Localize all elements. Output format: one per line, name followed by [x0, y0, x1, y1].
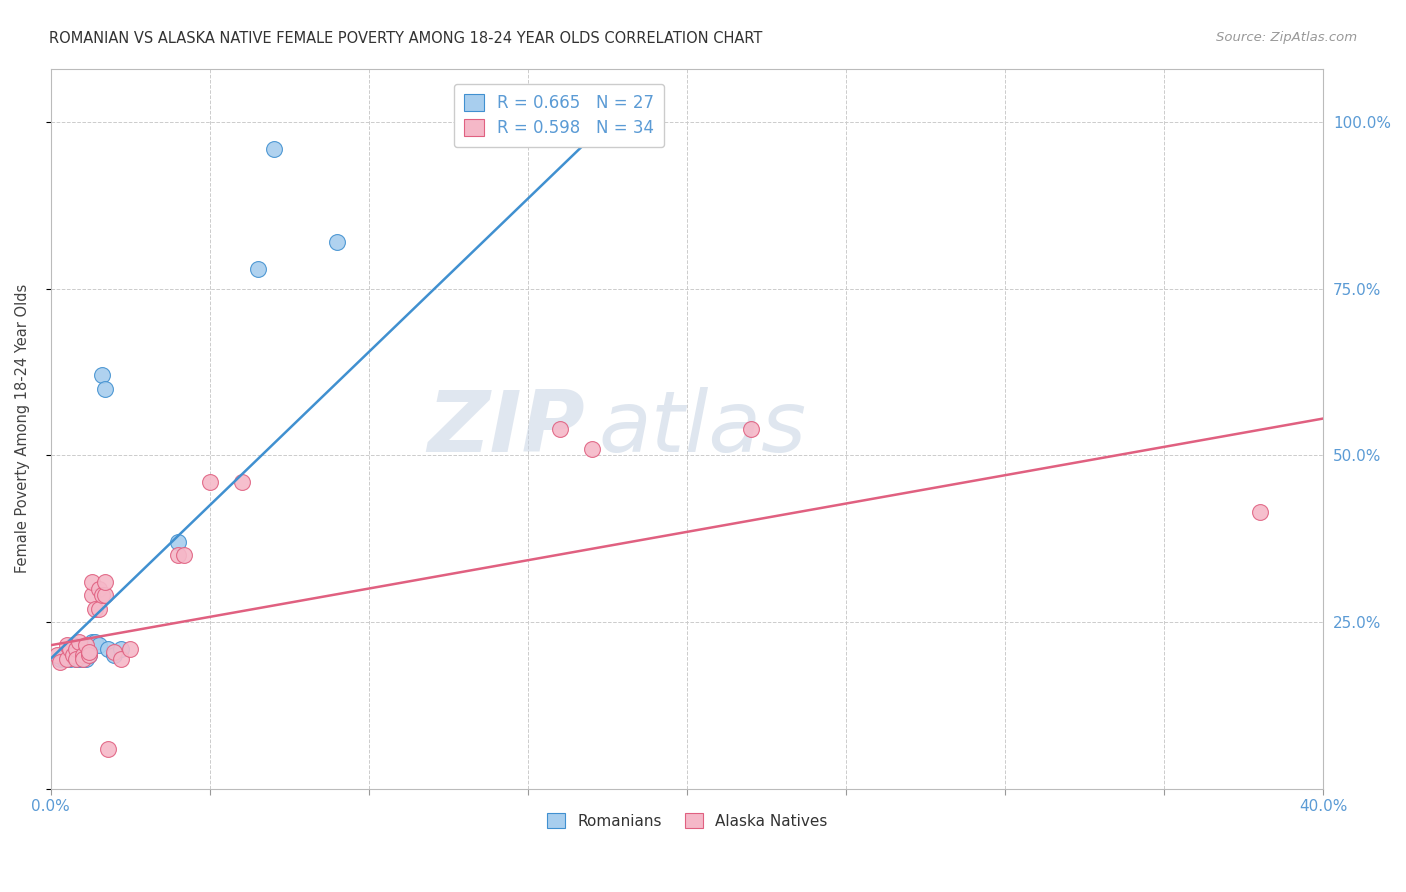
Point [77, 641, 100, 656]
Point [72, 651, 94, 665]
Point [55, 638, 77, 652]
Point [49, 651, 72, 665]
Point [46, 648, 69, 663]
Point [72, 651, 94, 665]
Point [167, 548, 190, 562]
Point [103, 645, 125, 659]
Point [72, 641, 94, 656]
Point [77, 648, 100, 663]
Point [94, 382, 117, 396]
Point [740, 421, 762, 435]
Point [49, 655, 72, 669]
Point [1249, 505, 1271, 519]
Point [82, 635, 104, 649]
Point [87, 638, 110, 652]
Point [82, 588, 104, 602]
Point [77, 648, 100, 663]
Point [97, 741, 120, 756]
Point [87, 601, 110, 615]
Point [69, 648, 91, 663]
Point [65, 641, 87, 656]
Point [263, 142, 285, 156]
Point [69, 635, 91, 649]
Point [87, 582, 110, 596]
Point [55, 648, 77, 663]
Point [103, 648, 125, 663]
Point [55, 651, 77, 665]
Point [52, 651, 75, 665]
Point [65, 651, 87, 665]
Point [110, 651, 132, 665]
Point [62, 638, 84, 652]
Y-axis label: Female Poverty Among 18-24 Year Olds: Female Poverty Among 18-24 Year Olds [15, 284, 30, 574]
Text: ROMANIAN VS ALASKA NATIVE FEMALE POVERTY AMONG 18-24 YEAR OLDS CORRELATION CHART: ROMANIAN VS ALASKA NATIVE FEMALE POVERTY… [49, 31, 762, 46]
Point [94, 588, 117, 602]
Point [90, 588, 112, 602]
Point [69, 651, 91, 665]
Point [62, 648, 84, 663]
Point [59, 641, 82, 656]
Point [62, 648, 84, 663]
Point [65, 641, 87, 656]
Point [65, 651, 87, 665]
Point [84, 601, 107, 615]
Point [82, 574, 104, 589]
Point [246, 261, 269, 276]
Point [75, 651, 97, 665]
Point [120, 641, 142, 656]
Point [548, 421, 571, 435]
Point [326, 235, 349, 249]
Point [97, 641, 120, 656]
Text: Source: ZipAtlas.com: Source: ZipAtlas.com [1216, 31, 1357, 45]
Point [110, 641, 132, 656]
Point [231, 475, 253, 489]
Point [581, 442, 603, 456]
Point [90, 368, 112, 383]
Point [77, 645, 100, 659]
Text: ZIP: ZIP [427, 387, 585, 470]
Text: atlas: atlas [598, 387, 806, 470]
Point [198, 475, 221, 489]
Point [84, 635, 107, 649]
Point [72, 648, 94, 663]
Legend: Romanians, Alaska Natives: Romanians, Alaska Natives [540, 806, 834, 835]
Point [94, 574, 117, 589]
Point [59, 651, 82, 665]
Point [75, 638, 97, 652]
Point [173, 548, 195, 562]
Point [167, 534, 190, 549]
